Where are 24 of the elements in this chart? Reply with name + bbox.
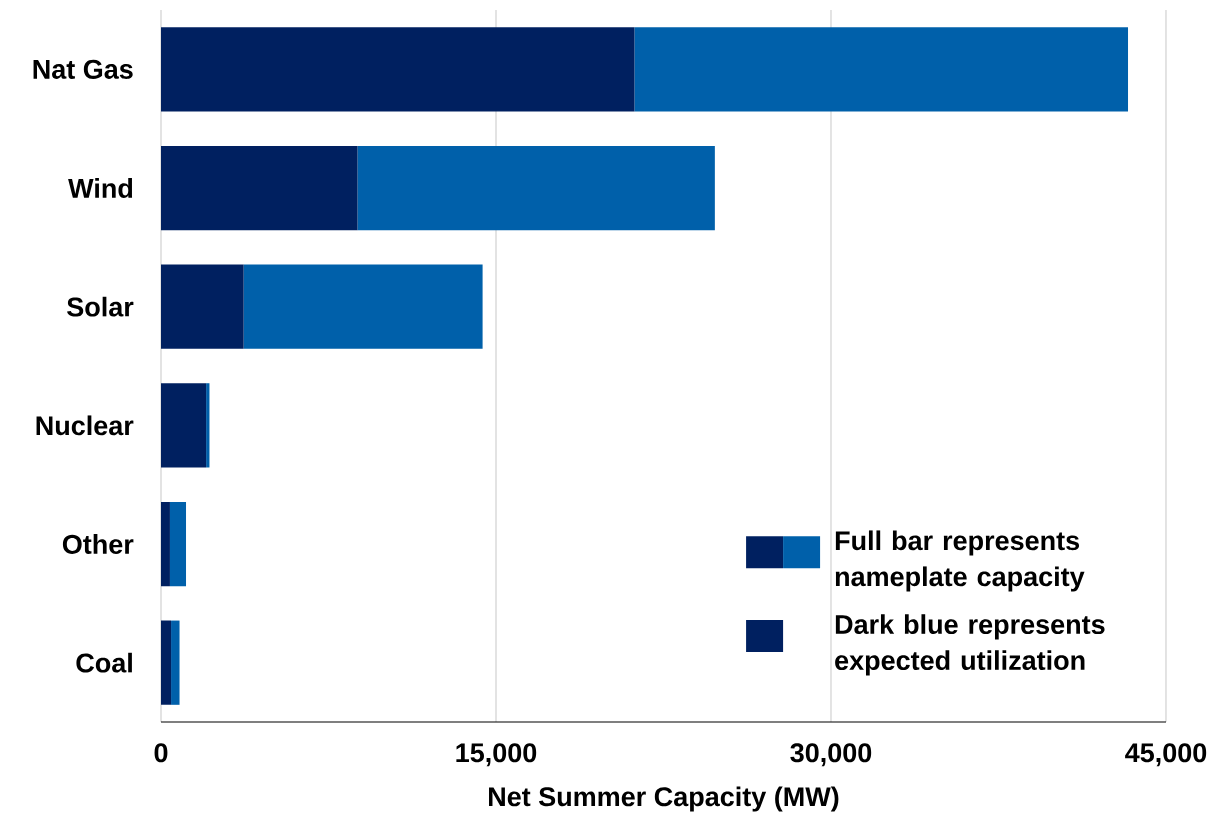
y-tick-label: Wind [68, 178, 133, 198]
bar [161, 27, 635, 112]
x-tick-label: 30,000 [790, 743, 872, 767]
y-tick-label: Other [62, 534, 134, 554]
bar [161, 264, 244, 349]
x-tick-label: 15,000 [456, 743, 537, 767]
legend-label: Dark blue represents expected utilization [835, 614, 1105, 676]
y-tick-label: Solar [67, 296, 134, 317]
y-tick-label: Nat Gas [33, 59, 133, 79]
bar [169, 501, 187, 587]
bar [171, 620, 180, 705]
x-axis-title: Net Summer Capacity (MW) [489, 786, 839, 812]
bar [357, 145, 715, 231]
x-tick-label: 45,000 [1125, 743, 1207, 767]
bar [161, 383, 207, 468]
y-tick-label: Nuclear [36, 415, 134, 436]
bar [243, 264, 483, 349]
bar [161, 501, 170, 587]
x-tick-label: 0 [154, 743, 168, 763]
bar [161, 145, 358, 231]
legend-label: Full bar represents nameplate capacity [835, 530, 1085, 592]
bar [634, 27, 1129, 112]
y-tick-label: Coal [76, 652, 132, 673]
bar [161, 620, 172, 705]
